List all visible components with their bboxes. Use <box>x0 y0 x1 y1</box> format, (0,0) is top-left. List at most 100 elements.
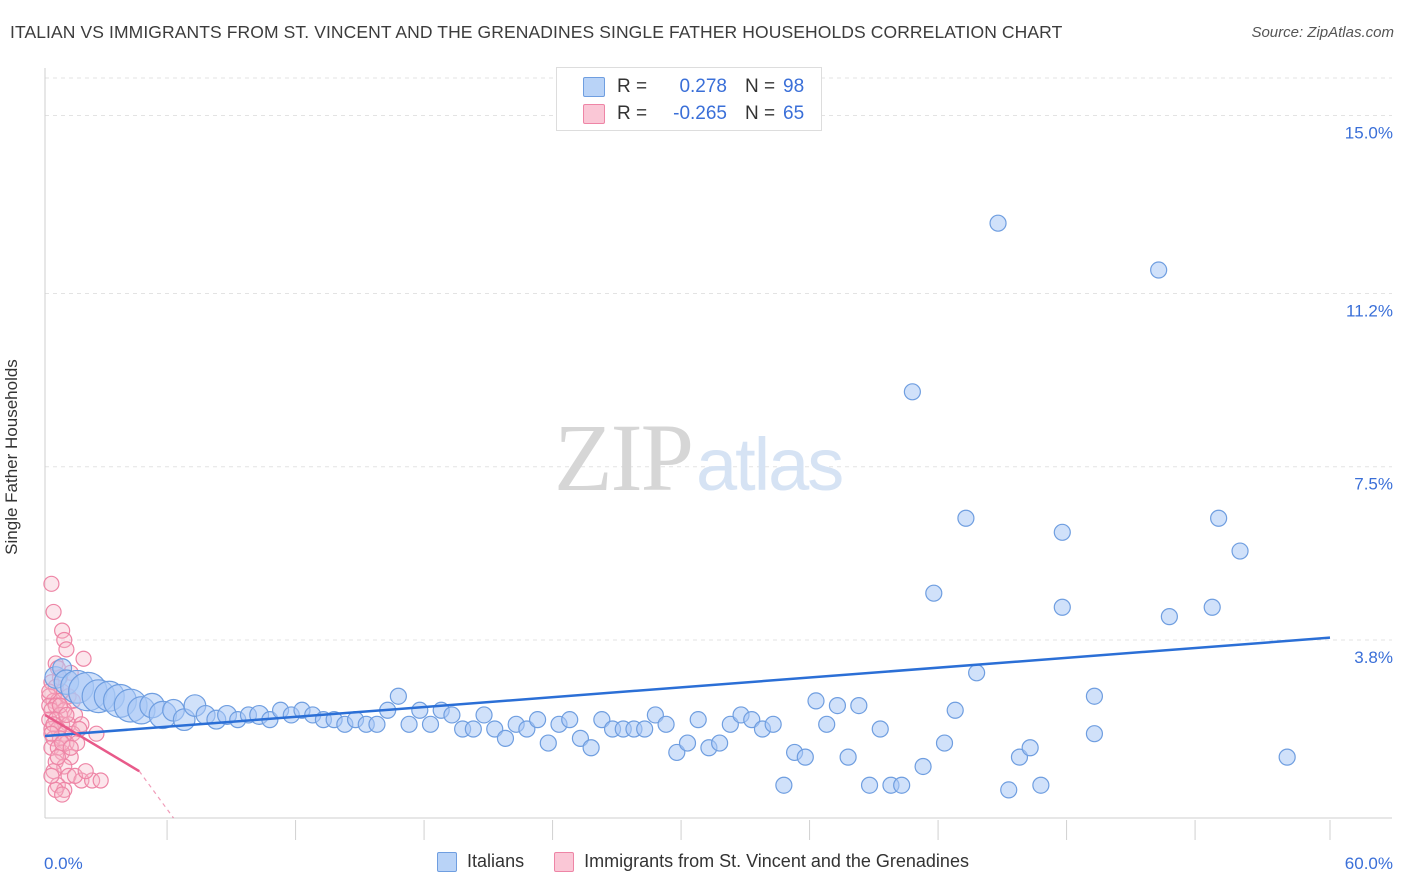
point-italians <box>475 706 493 724</box>
point-italians <box>839 748 857 766</box>
legend-r-value: -0.265 <box>673 103 727 124</box>
point-immigrants <box>56 631 73 649</box>
point-italians <box>400 715 418 733</box>
point-italians <box>807 692 825 710</box>
point-italians <box>968 664 986 682</box>
point-italians <box>903 383 921 401</box>
legend-row-italians: R = 0.278 N = 98 <box>583 74 804 100</box>
point-immigrants <box>62 739 79 756</box>
point-immigrants <box>92 772 109 789</box>
legend-row-immigrants: R = -0.265 N = 65 <box>583 101 804 127</box>
point-immigrants <box>54 622 71 639</box>
point-italians <box>1053 523 1071 541</box>
legend-item-italians[interactable]: Italians <box>437 851 524 872</box>
point-immigrants <box>49 749 66 766</box>
point-immigrants <box>58 641 75 658</box>
point-immigrants <box>58 706 75 724</box>
point-italians <box>914 757 932 776</box>
point-italians <box>689 711 707 729</box>
point-italians <box>1085 687 1104 705</box>
axes <box>44 68 1392 840</box>
point-italians <box>1150 261 1168 279</box>
legend-label-italians: Italians <box>467 851 525 871</box>
trend-lines-top <box>44 636 1331 819</box>
point-italians <box>561 711 579 729</box>
point-immigrants <box>84 772 101 789</box>
point-italians <box>1085 725 1104 743</box>
legend-item-immigrants[interactable]: Immigrants from St. Vincent and the Gren… <box>554 851 969 872</box>
point-italians <box>1000 781 1018 799</box>
point-immigrants <box>43 767 60 784</box>
watermark-atlas: atlas <box>696 423 844 506</box>
legend-swatch-immigrants <box>554 851 575 872</box>
trend-line-immigrants-extension <box>138 770 174 819</box>
point-immigrants <box>75 650 92 667</box>
point-italians <box>1053 598 1071 616</box>
point-italians <box>411 701 429 719</box>
point-italians <box>1278 748 1296 766</box>
point-italians <box>1021 739 1039 757</box>
point-italians <box>539 734 557 752</box>
point-italians <box>1032 776 1050 794</box>
legend-n-value: 65 <box>783 103 805 124</box>
source-label: Source: ZipAtlas.com <box>1251 24 1394 41</box>
point-italians <box>989 214 1007 232</box>
legend-r-value: 0.278 <box>679 76 727 97</box>
point-immigrants <box>77 763 94 780</box>
legend-label-immigrants: Immigrants from St. Vincent and the Gren… <box>584 851 969 871</box>
point-italians <box>1231 542 1249 560</box>
point-italians <box>496 729 515 747</box>
grid <box>45 77 1392 641</box>
stats-legend: R = 0.278 N = 98 R = -0.265 N = 65 <box>556 67 822 131</box>
point-immigrants <box>45 603 62 621</box>
point-italians <box>636 720 654 738</box>
point-italians <box>893 776 911 794</box>
chart-title: ITALIAN VS IMMIGRANTS FROM ST. VINCENT A… <box>10 22 1063 42</box>
point-italians <box>368 715 386 733</box>
point-italians <box>860 776 879 794</box>
legend-swatch-italians <box>437 851 458 872</box>
point-italians <box>389 687 407 705</box>
y-tick-label: 15.0% <box>1345 123 1393 142</box>
y-axis-label: Single Father Households <box>2 359 21 555</box>
point-italians <box>657 715 675 733</box>
point-italians <box>1210 509 1228 527</box>
point-italians <box>946 701 964 719</box>
point-italians <box>421 715 440 733</box>
legend-n-label: N = <box>745 76 776 97</box>
point-italians <box>828 696 847 715</box>
tick-labels: 3.8% 7.5% 11.2% 15.0% 0.0% 60.0% <box>44 123 1393 873</box>
x-tick-label-min: 0.0% <box>44 854 83 873</box>
point-italians <box>850 696 868 715</box>
point-italians <box>957 509 975 527</box>
series-legend: Italians Immigrants from St. Vincent and… <box>0 851 1406 872</box>
point-italians <box>775 776 793 794</box>
legend-r-label: R = <box>617 103 648 124</box>
legend-swatch-immigrants <box>583 104 605 124</box>
point-italians <box>678 734 697 752</box>
x-tick-label-max: 60.0% <box>1345 854 1393 873</box>
point-immigrants <box>43 725 60 742</box>
legend-r-label: R = <box>617 76 648 97</box>
point-italians <box>1160 608 1178 626</box>
point-italians <box>582 739 600 757</box>
point-immigrants <box>43 575 60 592</box>
watermark: ZIPatlas <box>554 402 844 513</box>
point-immigrants <box>54 786 71 803</box>
point-immigrants <box>51 697 69 714</box>
point-italians <box>796 748 814 766</box>
point-italians <box>764 715 782 733</box>
y-tick-label: 7.5% <box>1354 475 1393 494</box>
point-italians <box>925 584 943 602</box>
trend-line-italians <box>44 636 1331 738</box>
point-immigrants <box>62 749 79 766</box>
point-italians <box>528 711 547 729</box>
y-tick-label: 3.8% <box>1354 648 1393 667</box>
point-italians <box>818 715 836 733</box>
point-italians <box>464 720 482 738</box>
legend-n-label: N = <box>745 103 776 124</box>
y-tick-label: 11.2% <box>1346 301 1393 320</box>
point-italians <box>1203 598 1221 616</box>
legend-n-value: 98 <box>783 76 805 97</box>
